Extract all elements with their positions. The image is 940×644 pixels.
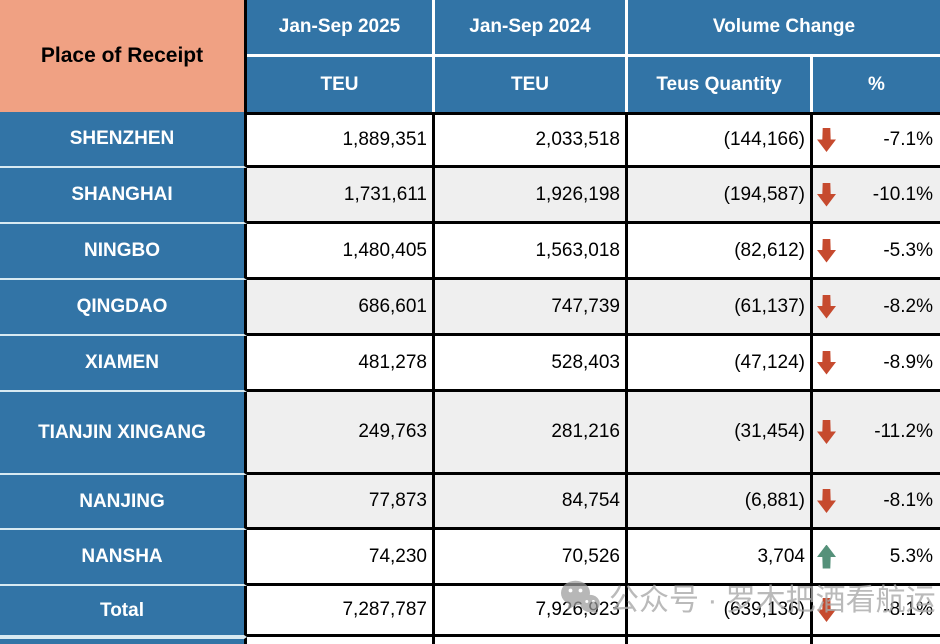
quantity-value: (6,881) [628, 475, 813, 530]
down-arrow-icon [817, 598, 836, 622]
teu-2024-value: 747,739 [435, 280, 628, 336]
percent-value: -10.1% [872, 183, 933, 205]
quantity-value: 3,704 [628, 530, 813, 586]
down-arrow-icon [817, 128, 836, 152]
header-volume-change: Volume Change [628, 0, 940, 54]
teu-2024-value: 2,033,518 [435, 112, 628, 168]
percent-value: -8.2% [883, 295, 933, 317]
quantity-value: (61,137) [628, 280, 813, 336]
teu-2024-value: 1,926,198 [435, 168, 628, 224]
subheader-teu-2025: TEU [247, 54, 435, 112]
teu-2024-value: 1,563,018 [435, 224, 628, 280]
down-arrow-icon [817, 350, 836, 375]
strip-cell [628, 637, 813, 644]
percent-cell: 5.3% [813, 530, 940, 586]
quantity-value: (47,124) [628, 336, 813, 392]
strip-place-column [0, 637, 247, 644]
subheader-teu-2024: TEU [435, 54, 628, 112]
down-arrow-icon [817, 182, 836, 207]
teu-2025-value: 686,601 [247, 280, 435, 336]
header-jan-sep-2025: Jan-Sep 2025 [247, 0, 435, 54]
quantity-value: (194,587) [628, 168, 813, 224]
teu-2024-value: 84,754 [435, 475, 628, 530]
teu-2025-value: 7,287,787 [247, 586, 435, 637]
place-label: QINGDAO [0, 280, 247, 336]
percent-value: -11.2% [874, 421, 933, 442]
percent-cell: -11.2% [813, 392, 940, 475]
percent-cell: -10.1% [813, 168, 940, 224]
quantity-value: (144,166) [628, 112, 813, 168]
percent-value: -7.1% [883, 129, 933, 150]
teu-2025-value: 481,278 [247, 336, 435, 392]
up-arrow-icon [817, 544, 836, 569]
percent-cell: -5.3% [813, 224, 940, 280]
quantity-value: (639,136) [628, 586, 813, 637]
quantity-value: (82,612) [628, 224, 813, 280]
place-label: NANSHA [0, 530, 247, 586]
down-arrow-icon [817, 294, 836, 319]
percent-value: 5.3% [889, 545, 933, 567]
percent-value: -5.3% [883, 239, 933, 261]
place-label: TIANJIN XINGANG [0, 392, 247, 475]
teu-2025-value: 74,230 [247, 530, 435, 586]
teu-2024-value: 7,926,923 [435, 586, 628, 637]
header-jan-sep-2024: Jan-Sep 2024 [435, 0, 628, 54]
quantity-value: (31,454) [628, 392, 813, 475]
subheader-percent: % [813, 54, 940, 112]
teu-2025-value: 249,763 [247, 392, 435, 475]
percent-cell: -8.1% [813, 586, 940, 637]
teu-2024-value: 528,403 [435, 336, 628, 392]
strip-cell [813, 637, 940, 644]
teu-2025-value: 77,873 [247, 475, 435, 530]
place-label: XIAMEN [0, 336, 247, 392]
total-label: Total [0, 586, 247, 637]
teu-2025-value: 1,731,611 [247, 168, 435, 224]
percent-cell: -8.2% [813, 280, 940, 336]
teu-2024-value: 70,526 [435, 530, 628, 586]
percent-value: -8.9% [883, 351, 933, 373]
percent-value: -8.1% [883, 599, 933, 620]
strip-cell [435, 637, 628, 644]
teu-2025-value: 1,889,351 [247, 112, 435, 168]
percent-cell: -8.1% [813, 475, 940, 530]
teu-2024-value: 281,216 [435, 392, 628, 475]
place-label: NANJING [0, 475, 247, 530]
teu-2025-value: 1,480,405 [247, 224, 435, 280]
percent-value: -8.1% [883, 490, 933, 511]
down-arrow-icon [817, 489, 836, 513]
down-arrow-icon [817, 420, 836, 444]
strip-cell [247, 637, 435, 644]
percent-cell: -7.1% [813, 112, 940, 168]
subheader-teus-quantity: Teus Quantity [628, 54, 813, 112]
down-arrow-icon [817, 238, 836, 263]
place-label: NINGBO [0, 224, 247, 280]
place-label: SHENZHEN [0, 112, 247, 168]
header-place-of-receipt: Place of Receipt [0, 0, 247, 112]
place-label: SHANGHAI [0, 168, 247, 224]
percent-cell: -8.9% [813, 336, 940, 392]
